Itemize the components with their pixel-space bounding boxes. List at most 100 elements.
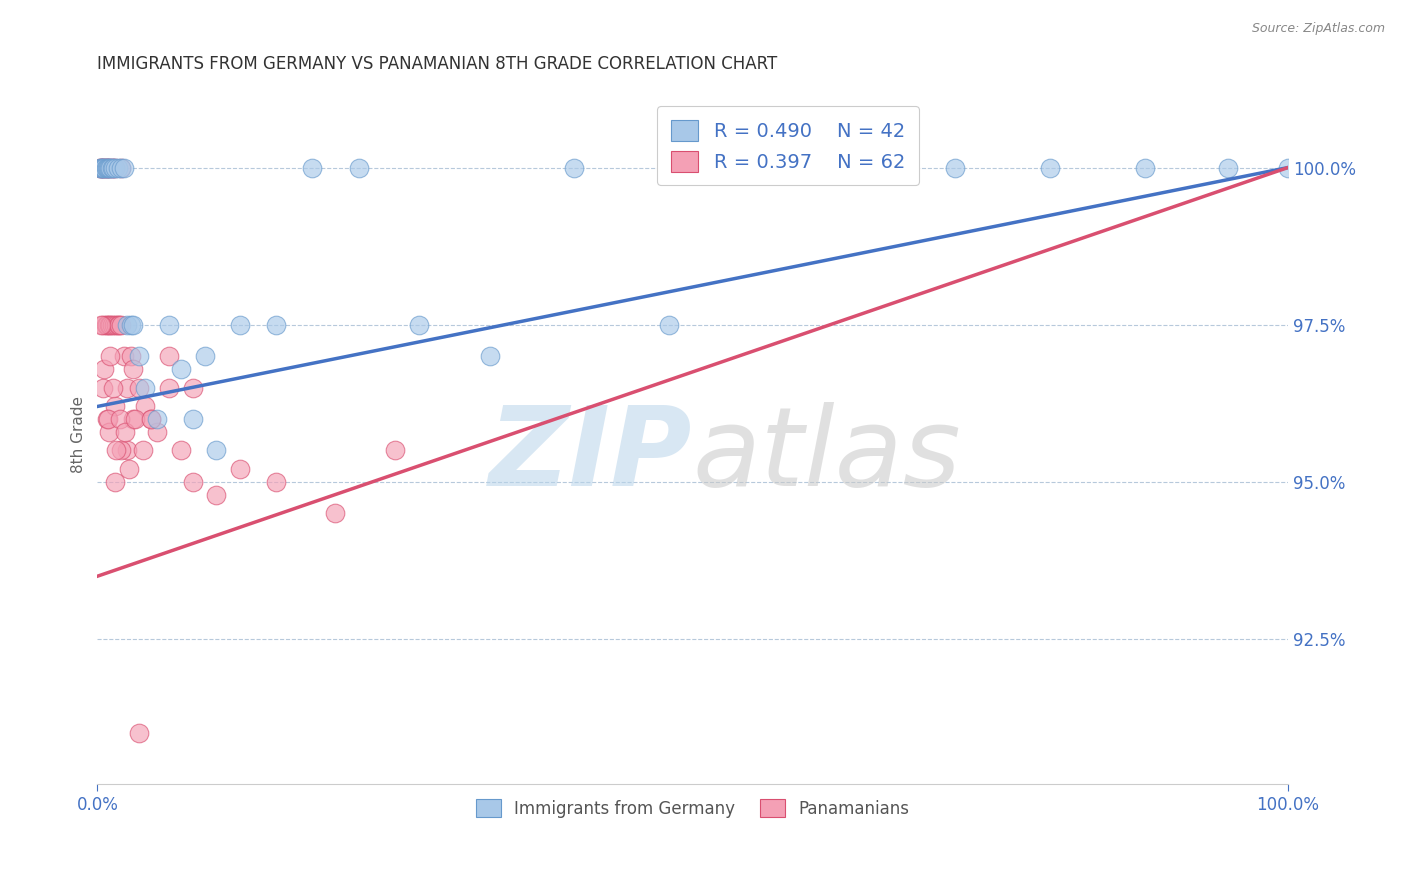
Point — [100, 318, 122, 332]
Point — [93, 161, 115, 175]
Point — [408, 318, 430, 332]
Point — [97, 161, 120, 175]
Point — [94, 318, 117, 332]
Point — [107, 318, 129, 332]
Point — [105, 443, 128, 458]
Point — [181, 381, 204, 395]
Point — [98, 161, 121, 175]
Point — [91, 161, 114, 175]
Point — [115, 318, 138, 332]
Point — [96, 318, 118, 332]
Point — [90, 161, 112, 175]
Point — [108, 412, 131, 426]
Point — [1218, 161, 1240, 175]
Point — [101, 161, 124, 175]
Point — [104, 400, 127, 414]
Point — [122, 412, 145, 426]
Point — [114, 425, 136, 439]
Point — [264, 318, 287, 332]
Point — [90, 161, 112, 175]
Point — [110, 161, 132, 175]
Point — [89, 161, 111, 175]
Point — [94, 161, 117, 175]
Point — [943, 161, 966, 175]
Point — [98, 318, 121, 332]
Point — [128, 349, 150, 363]
Point — [134, 400, 156, 414]
Point — [110, 443, 132, 458]
Point — [94, 161, 117, 175]
Point — [110, 318, 132, 332]
Point — [349, 161, 371, 175]
Point — [157, 318, 180, 332]
Point — [96, 161, 118, 175]
Point — [131, 443, 153, 458]
Point — [104, 161, 127, 175]
Point — [112, 349, 135, 363]
Point — [115, 443, 138, 458]
Y-axis label: 8th Grade: 8th Grade — [72, 396, 86, 474]
Point — [91, 318, 114, 332]
Point — [103, 318, 125, 332]
Text: IMMIGRANTS FROM GERMANY VS PANAMANIAN 8TH GRADE CORRELATION CHART: IMMIGRANTS FROM GERMANY VS PANAMANIAN 8T… — [97, 55, 778, 73]
Point — [100, 318, 122, 332]
Point — [122, 361, 145, 376]
Point — [107, 161, 129, 175]
Point — [115, 381, 138, 395]
Point — [384, 443, 406, 458]
Point — [91, 161, 114, 175]
Point — [1039, 161, 1062, 175]
Point — [118, 462, 141, 476]
Point — [98, 161, 121, 175]
Point — [229, 318, 252, 332]
Point — [104, 161, 127, 175]
Legend: Immigrants from Germany, Panamanians: Immigrants from Germany, Panamanians — [470, 793, 917, 824]
Point — [479, 349, 502, 363]
Point — [157, 381, 180, 395]
Point — [101, 161, 124, 175]
Point — [100, 161, 122, 175]
Point — [105, 318, 128, 332]
Point — [562, 161, 585, 175]
Text: atlas: atlas — [693, 402, 962, 509]
Point — [91, 161, 114, 175]
Point — [205, 487, 228, 501]
Point — [146, 412, 169, 426]
Point — [157, 349, 180, 363]
Point — [128, 381, 150, 395]
Point — [837, 161, 859, 175]
Point — [181, 475, 204, 489]
Point — [100, 161, 122, 175]
Point — [170, 443, 193, 458]
Point — [170, 361, 193, 376]
Point — [301, 161, 323, 175]
Point — [110, 161, 132, 175]
Point — [1133, 161, 1156, 175]
Point — [96, 412, 118, 426]
Point — [122, 318, 145, 332]
Point — [146, 425, 169, 439]
Point — [128, 726, 150, 740]
Point — [97, 412, 120, 426]
Text: ZIP: ZIP — [489, 402, 693, 509]
Point — [112, 161, 135, 175]
Point — [741, 161, 763, 175]
Point — [104, 475, 127, 489]
Point — [90, 318, 112, 332]
Point — [107, 318, 129, 332]
Point — [120, 318, 142, 332]
Point — [100, 349, 122, 363]
Point — [91, 161, 114, 175]
Point — [229, 462, 252, 476]
Point — [100, 161, 122, 175]
Point — [93, 161, 115, 175]
Point — [1277, 161, 1299, 175]
Point — [96, 161, 118, 175]
Point — [325, 507, 347, 521]
Point — [134, 381, 156, 395]
Point — [139, 412, 162, 426]
Point — [124, 412, 146, 426]
Point — [139, 412, 162, 426]
Point — [101, 381, 124, 395]
Point — [193, 349, 215, 363]
